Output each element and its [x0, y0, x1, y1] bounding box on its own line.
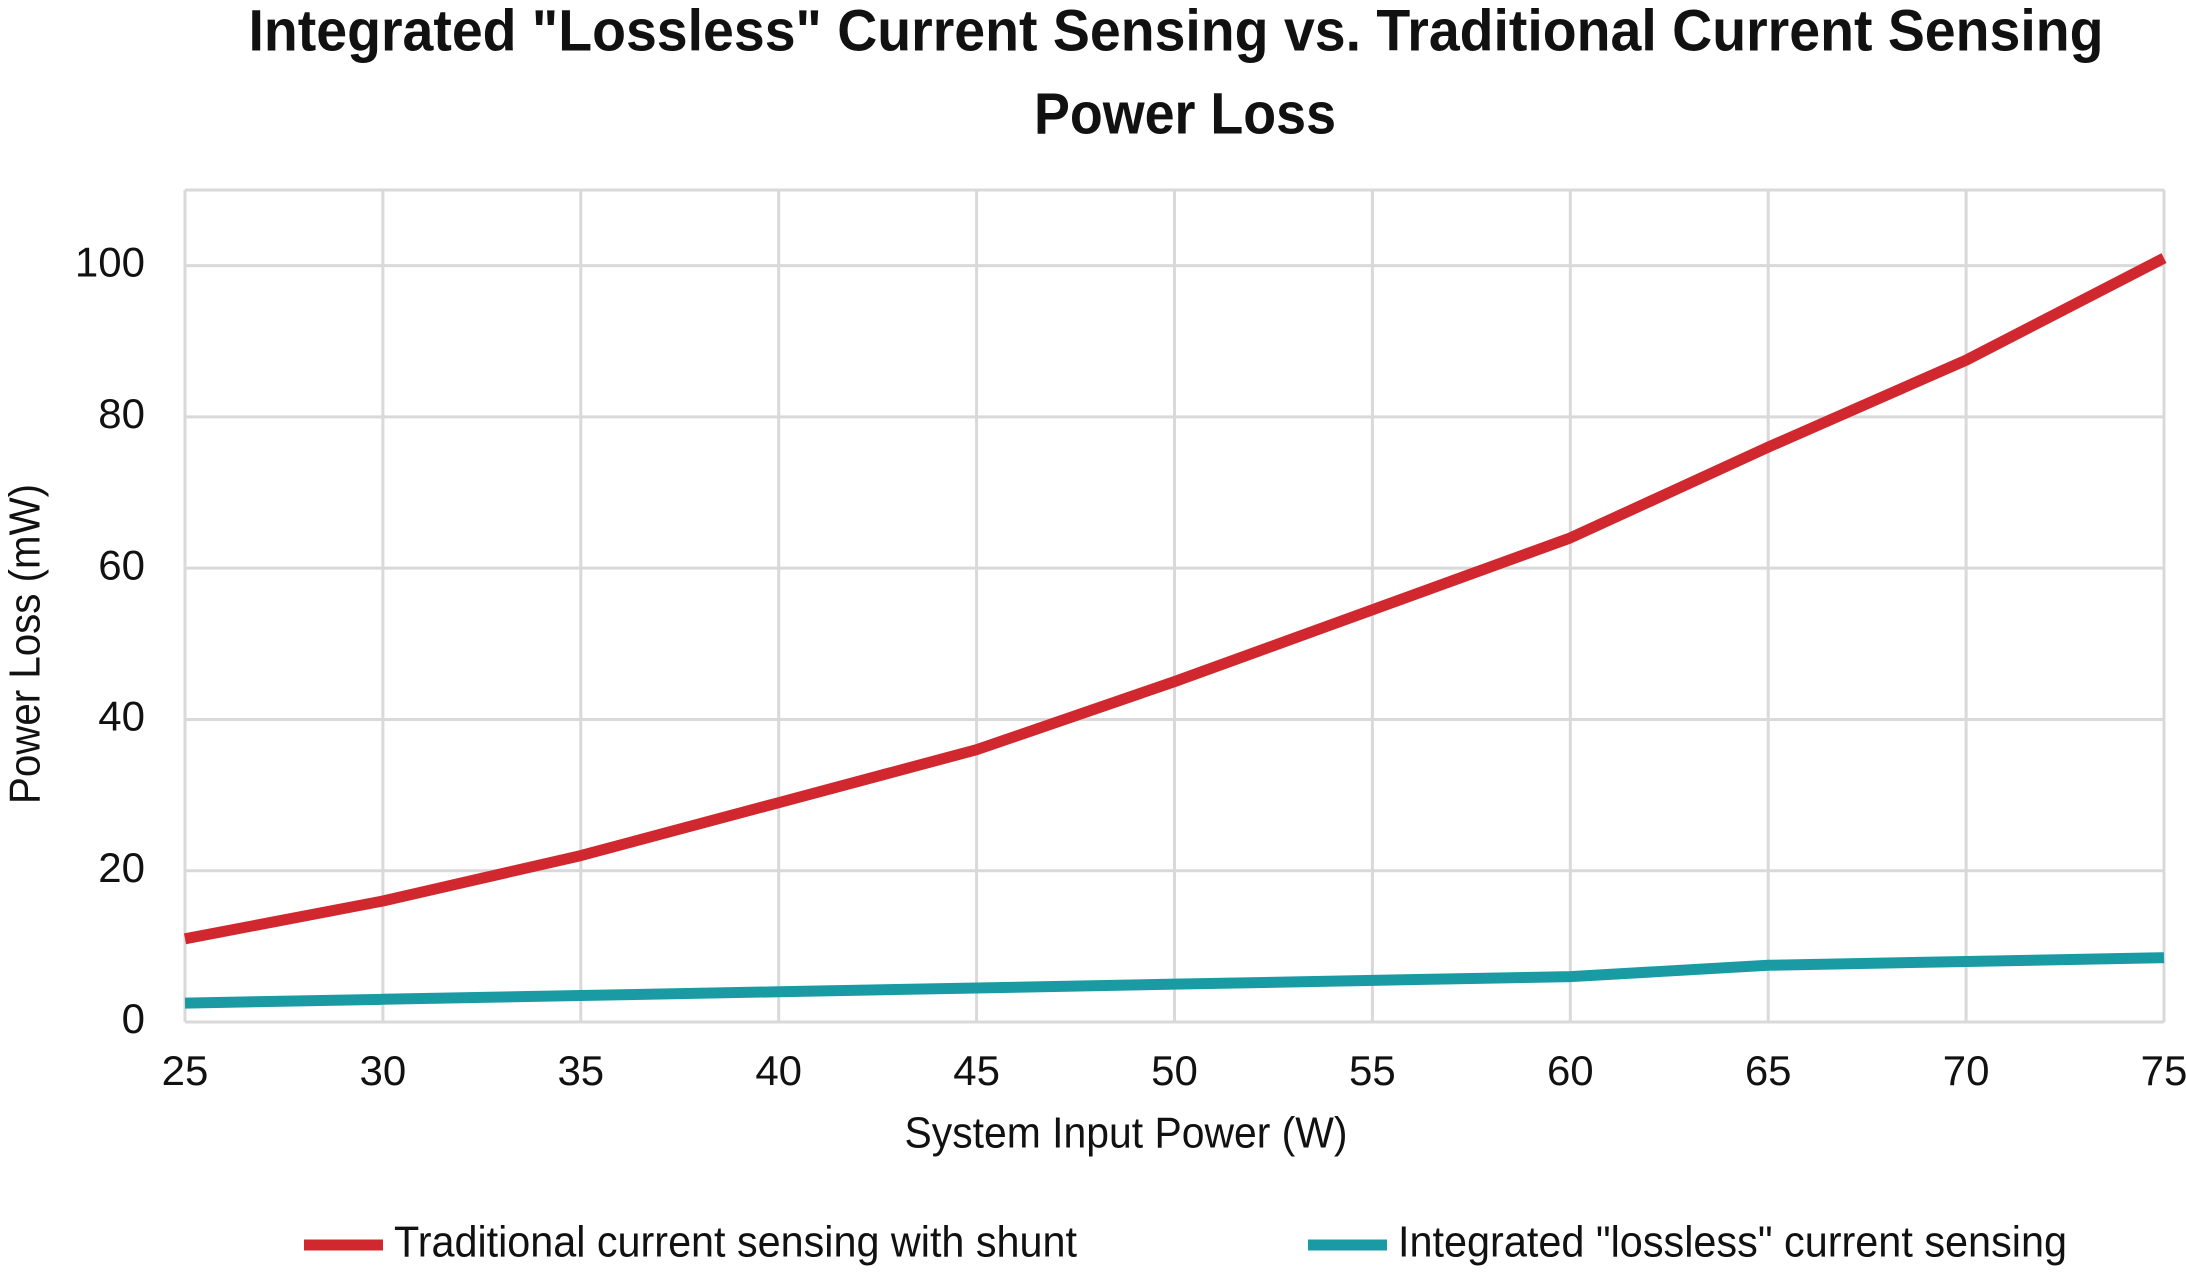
y-tick-label: 100 — [75, 239, 145, 286]
y-tick-label: 40 — [98, 693, 145, 740]
legend-label: Traditional current sensing with shunt — [394, 1218, 1077, 1267]
x-tick-label: 35 — [557, 1047, 604, 1094]
x-tick-label: 75 — [2141, 1047, 2186, 1094]
legend-label: Integrated "lossless" current sensing — [1398, 1218, 2067, 1267]
y-tick-label: 80 — [98, 390, 145, 437]
x-tick-label: 30 — [360, 1047, 407, 1094]
x-tick-label: 65 — [1745, 1047, 1792, 1094]
x-tick-label: 70 — [1943, 1047, 1990, 1094]
data-line — [184, 952, 2165, 1009]
y-tick-label: 20 — [98, 844, 145, 891]
x-tick-label: 45 — [953, 1047, 1000, 1094]
x-tick-label: 60 — [1547, 1047, 1594, 1094]
chart-title: Integrated "Lossless" Current Sensing vs… — [249, 0, 2104, 63]
y-tick-label: 0 — [122, 995, 145, 1042]
x-tick-label: 25 — [162, 1047, 209, 1094]
x-tick-label: 50 — [1151, 1047, 1198, 1094]
data-line — [183, 253, 2167, 945]
chart-title: Power Loss — [1034, 81, 1336, 146]
x-tick-label: 55 — [1349, 1047, 1396, 1094]
y-tick-label: 60 — [98, 541, 145, 588]
y-axis-label: Power Loss (mW) — [1, 484, 50, 804]
x-axis-label: System Input Power (W) — [905, 1109, 1348, 1158]
x-tick-label: 40 — [755, 1047, 802, 1094]
